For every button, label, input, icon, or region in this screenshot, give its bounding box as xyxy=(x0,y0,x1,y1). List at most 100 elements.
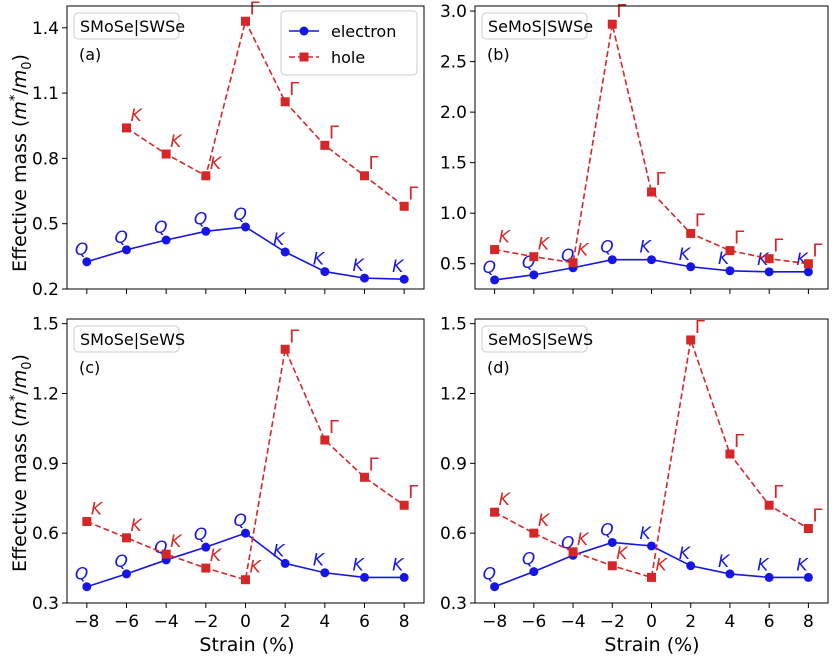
electron-point-label: K xyxy=(273,230,286,250)
hole-point-label: K xyxy=(170,532,183,552)
electron-point xyxy=(360,572,369,582)
hole-point xyxy=(529,528,539,538)
hole-point-label: Γ xyxy=(734,431,744,452)
hole-point xyxy=(201,171,211,181)
hole-point-label: Γ xyxy=(408,183,418,204)
electron-point-label: Q xyxy=(522,550,535,570)
x-tick-label: 4 xyxy=(319,612,330,632)
electron-point-label: K xyxy=(679,544,692,564)
ylabel-slash: / xyxy=(9,88,31,95)
hole-point-label: Γ xyxy=(695,210,705,231)
legend-hole-label: hole xyxy=(331,48,365,67)
hole-point xyxy=(686,228,696,238)
y-tick-label: 1.5 xyxy=(440,315,467,335)
ylabel-text: Effective mass ( xyxy=(9,120,31,272)
hole-point-label: K xyxy=(250,558,263,578)
y-tick-label: 0.2 xyxy=(32,280,59,300)
electron-point-label: K xyxy=(640,238,653,258)
hole-point xyxy=(607,561,617,571)
electron-point-label: K xyxy=(273,541,286,561)
y-tick-label: 1.0 xyxy=(440,204,467,224)
hole-point xyxy=(399,500,409,510)
electron-point xyxy=(764,572,774,582)
hole-point xyxy=(201,563,211,573)
electron-point xyxy=(803,267,813,277)
y-tick-label: 0.6 xyxy=(440,524,467,544)
x-tick-label: −6 xyxy=(114,612,139,632)
plot-frame xyxy=(474,318,829,604)
panel-title: SMoSe|SeWS xyxy=(80,330,185,349)
electron-point xyxy=(161,235,171,245)
y-tick-label: 0.3 xyxy=(32,594,59,614)
chart-panel-1: 0.2 0.5 0.8 1.1 1.4 Q Q Q Q Q K K K K K K K Γ Γ Γ Γ Γ SMoSe|SW… xyxy=(32,0,425,300)
plot-frame xyxy=(66,318,425,604)
hole-point-label: K xyxy=(656,555,669,575)
hole-point-label: Γ xyxy=(773,482,783,503)
y-tick-label: 0.5 xyxy=(32,215,59,235)
hole-point-label: Γ xyxy=(369,454,379,475)
y-tick-label: 0.8 xyxy=(32,149,59,169)
hole-point xyxy=(122,533,131,543)
electron-point-label: Q xyxy=(194,209,207,229)
hole-point xyxy=(647,187,656,197)
panel-title: SeMoS|SeWS xyxy=(488,330,593,349)
electron-point xyxy=(201,226,211,236)
x-tick-label: −2 xyxy=(193,612,218,632)
hole-point-label: Γ xyxy=(812,506,822,527)
x-axis-label-left: Strain (%) xyxy=(199,634,294,656)
y-tick-label: 0.5 xyxy=(440,255,467,275)
electron-point-label: Q xyxy=(194,525,207,545)
hole-point-label: Γ xyxy=(812,241,822,262)
electron-point xyxy=(686,262,696,272)
ylabel-close: ) xyxy=(9,54,31,61)
hole-series-line xyxy=(494,339,809,579)
hole-point-label: Γ xyxy=(289,326,299,347)
electron-point xyxy=(607,537,617,547)
electron-point-label: K xyxy=(313,250,326,270)
electron-point-label: Q xyxy=(75,240,88,260)
panel-label: (c) xyxy=(79,358,100,377)
hole-point-label: K xyxy=(577,241,590,261)
ylabel-close: ) xyxy=(9,354,31,361)
x-tick-label: 0 xyxy=(240,612,251,632)
y-tick-label: 0.3 xyxy=(440,594,467,614)
hole-point xyxy=(803,524,813,534)
electron-point xyxy=(360,273,369,283)
panels: 0.20.50.81.11.4QQ Q Q QKK K KKKKΓΓΓΓΓSMoSe|SW… xyxy=(32,0,829,632)
hole-point xyxy=(764,254,774,264)
electron-point-label: Q xyxy=(600,238,613,258)
electron-point xyxy=(201,542,211,552)
electron-point xyxy=(490,582,500,592)
panel-title-box xyxy=(73,12,180,40)
hole-point xyxy=(122,123,131,133)
panel-label: (a) xyxy=(79,45,101,64)
hole-point-label: Γ xyxy=(695,317,705,338)
y-tick-label: 1.5 xyxy=(32,315,59,335)
y-tick-label: 1.2 xyxy=(440,384,467,404)
hole-point-label: Γ xyxy=(289,79,299,100)
hole-point xyxy=(764,500,774,510)
hole-point-label: K xyxy=(210,546,223,566)
hole-point-label: Γ xyxy=(773,236,783,257)
hole-point xyxy=(320,140,330,150)
electron-point-label: Q xyxy=(154,218,167,238)
plot-frame xyxy=(66,5,425,290)
ylabel-zero: 0 xyxy=(20,361,35,369)
ylabel-star: * xyxy=(8,94,23,101)
hole-point-label: Γ xyxy=(616,1,626,22)
ylabel-slash: / xyxy=(9,388,31,395)
electron-point xyxy=(490,275,500,285)
hole-point-label: K xyxy=(499,228,512,248)
y-tick-label: 2.0 xyxy=(440,103,467,123)
x-tick-label: −2 xyxy=(600,612,625,632)
hole-point xyxy=(529,252,539,262)
hole-point xyxy=(360,171,369,181)
electron-point xyxy=(686,561,696,571)
electron-point xyxy=(280,247,290,257)
hole-point xyxy=(647,572,656,582)
x-tick-label: −4 xyxy=(154,612,179,632)
x-tick-label: −4 xyxy=(561,612,586,632)
